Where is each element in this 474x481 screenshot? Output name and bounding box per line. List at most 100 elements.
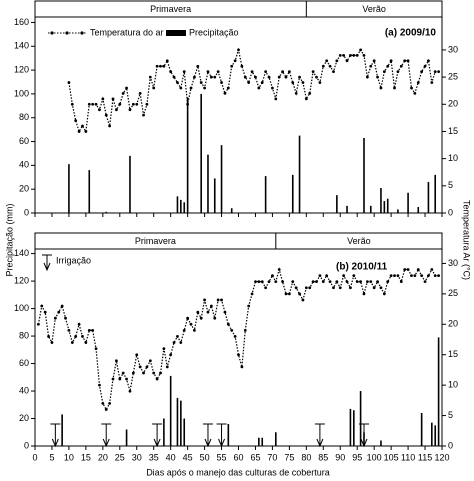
y-tick-label: 40	[19, 385, 29, 395]
temperature-point	[182, 328, 186, 332]
precip-bar	[180, 400, 182, 446]
y2-tick-label: 15	[448, 349, 458, 359]
temperature-point	[230, 328, 234, 332]
temperature-point	[355, 53, 359, 57]
temperature-point	[226, 86, 230, 90]
precip-bar	[380, 187, 382, 213]
temperature-point	[182, 70, 186, 74]
precip-bar	[183, 418, 186, 446]
precip-bar	[88, 170, 91, 213]
y-tick-label: 40	[19, 160, 29, 170]
y-tick-label: 20	[19, 184, 29, 194]
temperature-point	[81, 124, 84, 128]
x-tick-label: 120	[434, 452, 449, 462]
x-tick-label: 100	[367, 452, 382, 462]
temperature-point	[179, 86, 183, 90]
temperature-point	[148, 359, 152, 363]
y-tick-label: 100	[14, 88, 29, 98]
temperature-point	[169, 353, 173, 357]
y2-tick-label: 25	[448, 71, 458, 81]
temperature-point	[237, 48, 240, 52]
irrigation-arrow	[102, 438, 110, 448]
temperature-point	[47, 335, 50, 338]
temperature-point	[155, 64, 159, 68]
precip-bar	[407, 192, 409, 213]
temperature-point	[301, 81, 305, 84]
temperature-point	[254, 75, 257, 79]
legend-marker	[50, 31, 54, 35]
irrigation-arrow	[316, 438, 324, 448]
y-tick-label: 20	[19, 413, 29, 423]
temperature-point	[223, 92, 227, 95]
temperature-point	[118, 377, 122, 381]
temperature-point	[104, 113, 108, 117]
temperature-point	[325, 59, 329, 63]
temperature-point	[349, 53, 352, 57]
x-axis-label: Dias após o manejo das culturas de cober…	[146, 467, 330, 477]
temperature-point	[311, 70, 315, 74]
temperature-point	[206, 310, 210, 314]
temperature-point	[281, 70, 284, 74]
temperature-point	[165, 365, 169, 369]
temperature-point	[142, 113, 145, 117]
y-tick-label: 80	[19, 330, 29, 340]
precip-bar	[227, 424, 230, 446]
temperature-point	[260, 81, 264, 84]
y-tick-label: 0	[24, 207, 29, 217]
x-tick-label: 75	[284, 452, 294, 462]
precip-bar	[61, 414, 63, 446]
x-tick-label: 10	[64, 452, 74, 462]
temperature-point	[220, 298, 223, 302]
temperature-point	[186, 316, 190, 320]
temperature-point	[291, 81, 295, 84]
precip-bar	[125, 429, 128, 446]
temperature-point	[125, 86, 128, 90]
temperature-point	[271, 86, 274, 90]
temperature-point	[396, 70, 400, 74]
temperature-point	[369, 64, 373, 68]
temperature-point	[386, 64, 390, 68]
temperature-point	[98, 108, 101, 112]
temperature-point	[399, 64, 403, 68]
temperature-point	[131, 371, 135, 375]
y2-tick-label: 20	[448, 99, 458, 109]
panel-label: (b) 2010/11	[336, 262, 388, 273]
temperature-point	[338, 286, 342, 290]
temperature-point	[298, 292, 301, 296]
temperature-point	[345, 59, 349, 63]
temperature-point	[430, 81, 434, 84]
temperature-point	[332, 70, 335, 74]
temperature-point	[240, 64, 244, 68]
y-tick-label: 80	[19, 112, 29, 122]
temperature-point	[220, 81, 223, 84]
temperature-point	[115, 359, 118, 363]
temperature-point	[325, 274, 329, 277]
x-tick-label: 105	[384, 452, 399, 462]
temperature-point	[145, 365, 149, 369]
temperature-point	[274, 280, 278, 284]
season-label: Primavera	[135, 236, 176, 246]
temperature-point	[410, 86, 413, 90]
temperature-point	[352, 274, 356, 277]
season-label: Primavera	[150, 4, 191, 14]
y2-tick-label: 10	[448, 380, 458, 390]
temperature-point	[423, 64, 427, 68]
temperature-point	[427, 59, 430, 63]
precip-bar	[264, 176, 267, 213]
precip-bar	[200, 93, 202, 213]
temperature-point	[94, 102, 98, 106]
y2-tick-label: 30	[448, 258, 458, 268]
y2-tick-label: 25	[448, 288, 458, 298]
temperature-point	[199, 81, 203, 84]
temperature-point	[287, 292, 291, 296]
temperature-point	[284, 292, 288, 296]
temperature-point	[321, 280, 325, 284]
temperature-point	[410, 274, 413, 277]
temperature-point	[372, 59, 376, 63]
precip-bar	[129, 155, 131, 213]
temperature-point	[372, 286, 376, 290]
precip-bar	[383, 201, 386, 213]
precip-bar	[180, 199, 182, 213]
temperature-point	[216, 70, 220, 74]
